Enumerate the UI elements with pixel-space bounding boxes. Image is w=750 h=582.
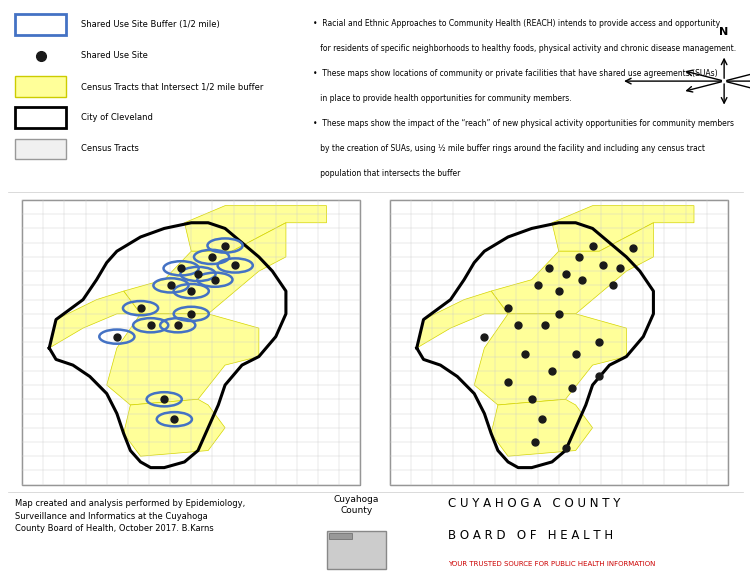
Text: by the creation of SUAs, using ½ mile buffer rings around the facility and inclu: by the creation of SUAs, using ½ mile bu…	[313, 144, 704, 153]
Text: Census Tracts: Census Tracts	[81, 144, 139, 154]
Text: population that intersects the buffer: population that intersects the buffer	[313, 169, 460, 178]
FancyBboxPatch shape	[15, 76, 66, 97]
Polygon shape	[124, 399, 225, 456]
Text: •  These maps show the impact of the “reach” of new physical activity opportunit: • These maps show the impact of the “rea…	[313, 119, 734, 128]
Polygon shape	[474, 314, 626, 405]
Polygon shape	[552, 205, 694, 251]
Polygon shape	[106, 314, 259, 405]
Text: for residents of specific neighborhoods to healthy foods, physical activity and : for residents of specific neighborhoods …	[313, 44, 736, 53]
Text: YOUR TRUSTED SOURCE FOR PUBLIC HEALTH INFORMATION: YOUR TRUSTED SOURCE FOR PUBLIC HEALTH IN…	[448, 561, 656, 567]
Text: •  Racial and Ethnic Approaches to Community Health (REACH) intends to provide a: • Racial and Ethnic Approaches to Commun…	[313, 19, 720, 28]
Bar	[390, 200, 728, 485]
Text: Map created and analysis performed by Epidemiology,
Surveillance and Informatics: Map created and analysis performed by Ep…	[15, 499, 245, 533]
Text: C U Y A H O G A   C O U N T Y: C U Y A H O G A C O U N T Y	[448, 498, 621, 510]
Polygon shape	[417, 291, 508, 348]
FancyBboxPatch shape	[15, 139, 66, 159]
Text: City of Cleveland: City of Cleveland	[81, 113, 153, 122]
Text: Cuyahoga
County: Cuyahoga County	[334, 495, 380, 515]
Bar	[328, 533, 352, 538]
Polygon shape	[50, 291, 140, 348]
Polygon shape	[184, 205, 326, 251]
Text: Shared Use Site Buffer (1/2 mile): Shared Use Site Buffer (1/2 mile)	[81, 20, 220, 29]
Polygon shape	[124, 223, 286, 314]
Polygon shape	[491, 399, 592, 456]
Polygon shape	[491, 223, 653, 314]
Text: N: N	[719, 27, 729, 37]
Bar	[327, 531, 386, 569]
Text: in place to provide health opportunities for community members.: in place to provide health opportunities…	[313, 94, 572, 103]
Text: Shared Use Site: Shared Use Site	[81, 51, 148, 60]
Text: •  These maps show locations of community or private facilities that have shared: • These maps show locations of community…	[313, 69, 717, 78]
Bar	[22, 200, 360, 485]
Text: B O A R D   O F   H E A L T H: B O A R D O F H E A L T H	[448, 529, 614, 542]
Text: Census Tracts that Intersect 1/2 mile buffer: Census Tracts that Intersect 1/2 mile bu…	[81, 82, 263, 91]
